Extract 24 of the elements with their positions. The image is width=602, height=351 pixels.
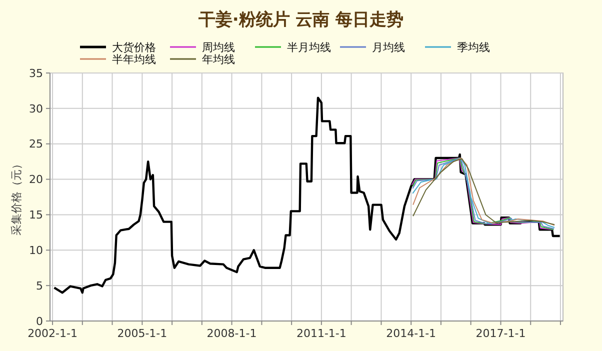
legend-label: 月均线 bbox=[372, 40, 405, 54]
y-tick-label: 25 bbox=[29, 138, 43, 151]
legend-label: 半年均线 bbox=[112, 52, 156, 66]
y-tick-label: 10 bbox=[29, 244, 43, 257]
y-axis-title: 采集价格（元） bbox=[10, 158, 23, 236]
chart-title: 干姜·粉统片 云南 每日走势 bbox=[197, 9, 404, 30]
line-series bbox=[53, 96, 561, 294]
y-tick-label: 5 bbox=[36, 279, 43, 292]
x-tick-label: 2014-1-1 bbox=[386, 327, 436, 340]
y-tick-label: 30 bbox=[29, 102, 43, 116]
y-tick-label: 0 bbox=[36, 314, 43, 328]
legend-label: 周均线 bbox=[202, 40, 235, 54]
x-tick-label: 2005-1-1 bbox=[117, 327, 168, 340]
x-tick-label: 2002-1-1 bbox=[28, 327, 78, 340]
x-tick-label: 2008-1-1 bbox=[206, 327, 257, 340]
legend-label: 半月均线 bbox=[287, 40, 331, 54]
x-tick-label: 2011-1-1 bbox=[296, 327, 346, 340]
legend-label: 季均线 bbox=[457, 40, 490, 54]
x-tick-label: 2017-1-1 bbox=[476, 327, 526, 340]
y-tick-label: 15 bbox=[29, 208, 43, 222]
y-tick-label: 20 bbox=[29, 173, 43, 186]
y-tick-label: 35 bbox=[29, 66, 43, 80]
legend-label: 年均线 bbox=[202, 52, 235, 66]
legend-label: 大货价格 bbox=[112, 40, 156, 54]
